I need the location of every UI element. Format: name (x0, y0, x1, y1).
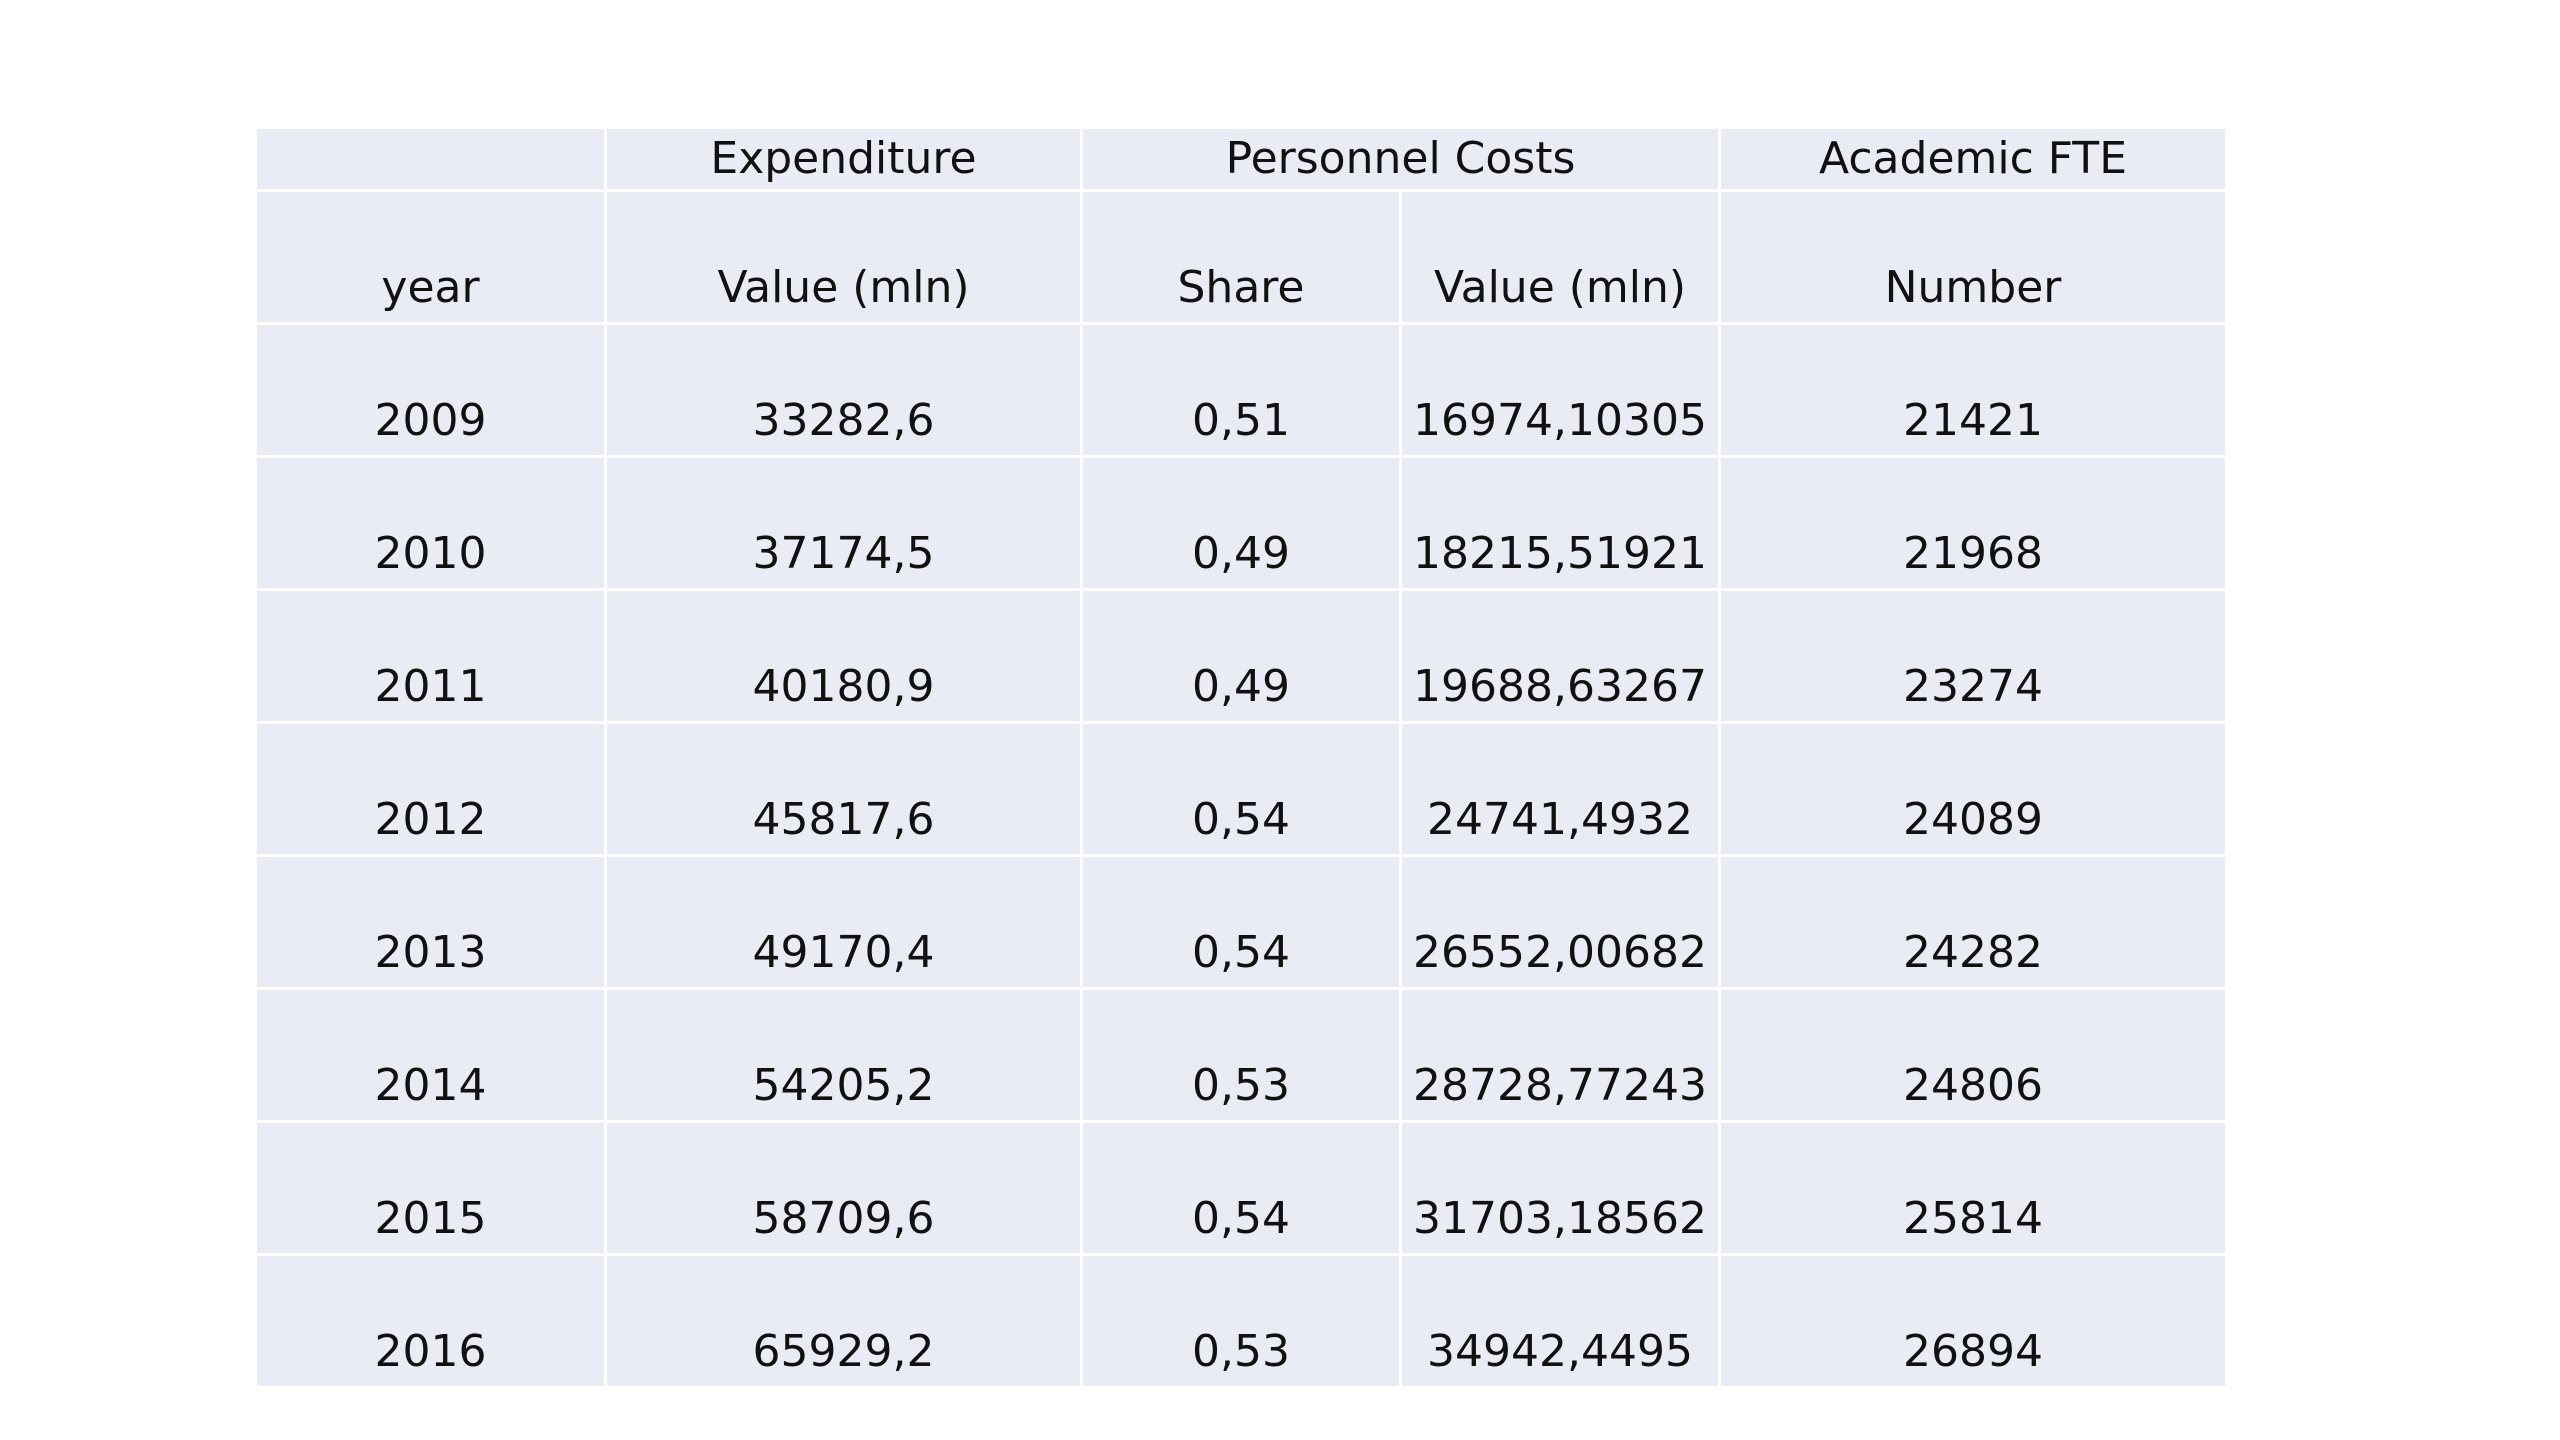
cell-year: 2010 (254, 455, 607, 591)
cell-share: 0,51 (1080, 322, 1402, 458)
column-header-share: Share (1080, 189, 1402, 325)
cell-fte-number: 21968 (1718, 455, 2229, 591)
cell-year: 2016 (254, 1253, 607, 1389)
cell-year: 2015 (254, 1120, 607, 1256)
table-row: 2016 65929,2 0,53 34942,4495 26894 (254, 1253, 2229, 1389)
cell-personnel-value: 16974,10305 (1398, 322, 1722, 458)
table-row: 2013 49170,4 0,54 26552,00682 24282 (254, 854, 2229, 990)
cell-share: 0,54 (1080, 721, 1402, 857)
group-header-expenditure: Expenditure (604, 126, 1083, 192)
cell-fte-number: 24806 (1718, 987, 2229, 1123)
cell-fte-number: 23274 (1718, 588, 2229, 724)
column-header-expenditure-value: Value (mln) (604, 189, 1083, 325)
cell-share: 0,54 (1080, 1120, 1402, 1256)
cell-expenditure-value: 33282,6 (604, 322, 1083, 458)
cell-expenditure-value: 40180,9 (604, 588, 1083, 724)
cell-share: 0,54 (1080, 854, 1402, 990)
column-header-personnel-value: Value (mln) (1398, 189, 1722, 325)
cell-personnel-value: 26552,00682 (1398, 854, 1722, 990)
group-header-row: Expenditure Personnel Costs Academic FTE (254, 126, 2229, 192)
cell-expenditure-value: 58709,6 (604, 1120, 1083, 1256)
cell-expenditure-value: 54205,2 (604, 987, 1083, 1123)
group-header-personnel-costs: Personnel Costs (1079, 126, 1722, 192)
table-row: 2012 45817,6 0,54 24741,4932 24089 (254, 721, 2229, 857)
table-row: 2011 40180,9 0,49 19688,63267 23274 (254, 588, 2229, 724)
cell-share: 0,49 (1080, 455, 1402, 591)
cell-personnel-value: 28728,77243 (1398, 987, 1722, 1123)
cell-fte-number: 26894 (1718, 1253, 2229, 1389)
column-header-row: year Value (mln) Share Value (mln) Numbe… (254, 189, 2229, 325)
cell-share: 0,53 (1080, 987, 1402, 1123)
group-header-academic-fte: Academic FTE (1718, 126, 2229, 192)
cell-fte-number: 25814 (1718, 1120, 2229, 1256)
cell-personnel-value: 19688,63267 (1398, 588, 1722, 724)
column-header-year: year (254, 189, 607, 325)
cell-share: 0,49 (1080, 588, 1402, 724)
cell-year: 2011 (254, 588, 607, 724)
cell-personnel-value: 24741,4932 (1398, 721, 1722, 857)
cell-fte-number: 24089 (1718, 721, 2229, 857)
table-row: 2014 54205,2 0,53 28728,77243 24806 (254, 987, 2229, 1123)
table-row: 2010 37174,5 0,49 18215,51921 21968 (254, 455, 2229, 591)
cell-personnel-value: 31703,18562 (1398, 1120, 1722, 1256)
cell-year: 2014 (254, 987, 607, 1123)
table-row: 2009 33282,6 0,51 16974,10305 21421 (254, 322, 2229, 458)
table-row: 2015 58709,6 0,54 31703,18562 25814 (254, 1120, 2229, 1256)
column-header-number: Number (1718, 189, 2229, 325)
cell-year: 2013 (254, 854, 607, 990)
cell-fte-number: 24282 (1718, 854, 2229, 990)
cell-personnel-value: 34942,4495 (1398, 1253, 1722, 1389)
cell-fte-number: 21421 (1718, 322, 2229, 458)
cell-expenditure-value: 37174,5 (604, 455, 1083, 591)
cell-personnel-value: 18215,51921 (1398, 455, 1722, 591)
cell-expenditure-value: 45817,6 (604, 721, 1083, 857)
cell-year: 2009 (254, 322, 607, 458)
group-header-blank (254, 126, 607, 192)
cell-year: 2012 (254, 721, 607, 857)
cell-expenditure-value: 65929,2 (604, 1253, 1083, 1389)
cell-expenditure-value: 49170,4 (604, 854, 1083, 990)
data-table: Expenditure Personnel Costs Academic FTE… (254, 126, 2229, 1389)
cell-share: 0,53 (1080, 1253, 1402, 1389)
